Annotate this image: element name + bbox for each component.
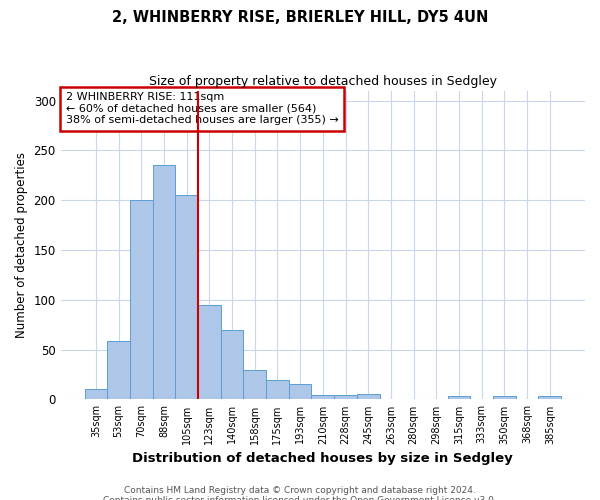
Bar [175,195,198,400]
Bar [198,305,221,400]
Bar [266,380,289,400]
Text: 2, WHINBERRY RISE, BRIERLEY HILL, DY5 4UN: 2, WHINBERRY RISE, BRIERLEY HILL, DY5 4U… [112,10,488,25]
Bar [152,166,175,400]
Bar [538,396,561,400]
Title: Size of property relative to detached houses in Sedgley: Size of property relative to detached ho… [149,75,497,88]
Bar [448,396,470,400]
Bar [107,340,130,400]
Bar [334,396,357,400]
Bar [311,396,334,400]
Text: Contains HM Land Registry data © Crown copyright and database right 2024.: Contains HM Land Registry data © Crown c… [124,486,476,495]
Bar [244,370,266,400]
Text: 2 WHINBERRY RISE: 111sqm
← 60% of detached houses are smaller (564)
38% of semi-: 2 WHINBERRY RISE: 111sqm ← 60% of detach… [66,92,338,126]
Bar [357,394,380,400]
Bar [493,396,516,400]
Bar [289,384,311,400]
X-axis label: Distribution of detached houses by size in Sedgley: Distribution of detached houses by size … [133,452,513,465]
Text: Contains public sector information licensed under the Open Government Licence v3: Contains public sector information licen… [103,496,497,500]
Bar [85,390,107,400]
Y-axis label: Number of detached properties: Number of detached properties [15,152,28,338]
Bar [130,200,152,400]
Bar [221,330,244,400]
